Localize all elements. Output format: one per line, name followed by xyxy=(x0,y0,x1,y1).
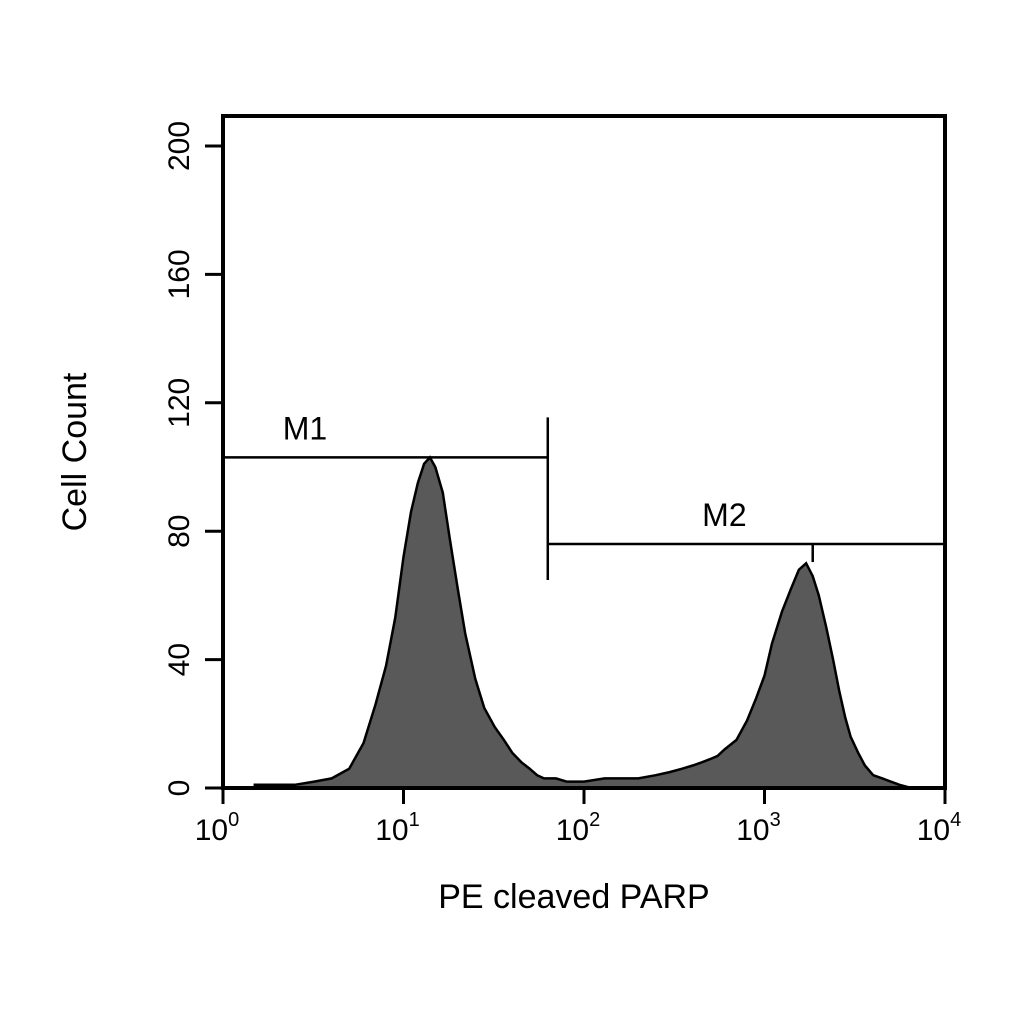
x-tick-base: 10 xyxy=(195,814,228,847)
x-tick-label: 102 xyxy=(556,809,601,847)
x-tick-base: 10 xyxy=(736,814,769,847)
marker-label-m2: M2 xyxy=(702,497,746,533)
x-tick-exponent: 3 xyxy=(770,809,781,831)
histogram-fill xyxy=(253,455,912,790)
y-tick-label: 160 xyxy=(163,249,196,299)
x-tick-exponent: 0 xyxy=(228,809,239,831)
x-tick-exponent: 4 xyxy=(950,809,961,831)
x-tick-label: 100 xyxy=(195,809,240,847)
x-axis-title: PE cleaved PARP xyxy=(438,878,710,916)
x-tick-base: 10 xyxy=(375,814,408,847)
x-tick-exponent: 1 xyxy=(409,809,420,831)
y-tick-label: 200 xyxy=(163,121,196,171)
x-axis: 100 101 102 103 104 xyxy=(195,788,962,847)
y-tick-label: 120 xyxy=(163,378,196,428)
y-tick-label: 40 xyxy=(163,643,196,676)
marker-group: M1 M2 xyxy=(223,410,945,581)
x-tick-base: 10 xyxy=(556,814,589,847)
y-tick-label: 0 xyxy=(163,780,196,797)
y-tick-label: 80 xyxy=(163,515,196,548)
x-tick-label: 103 xyxy=(736,809,781,847)
x-tick-exponent: 2 xyxy=(589,809,600,831)
marker-label-m1: M1 xyxy=(283,410,327,446)
x-tick-label: 104 xyxy=(917,809,962,847)
x-tick-base: 10 xyxy=(917,814,950,847)
x-tick-label: 101 xyxy=(375,809,420,847)
y-axis-title: Cell Count xyxy=(56,372,94,531)
y-axis: 0 40 80 120 160 200 xyxy=(163,121,223,796)
